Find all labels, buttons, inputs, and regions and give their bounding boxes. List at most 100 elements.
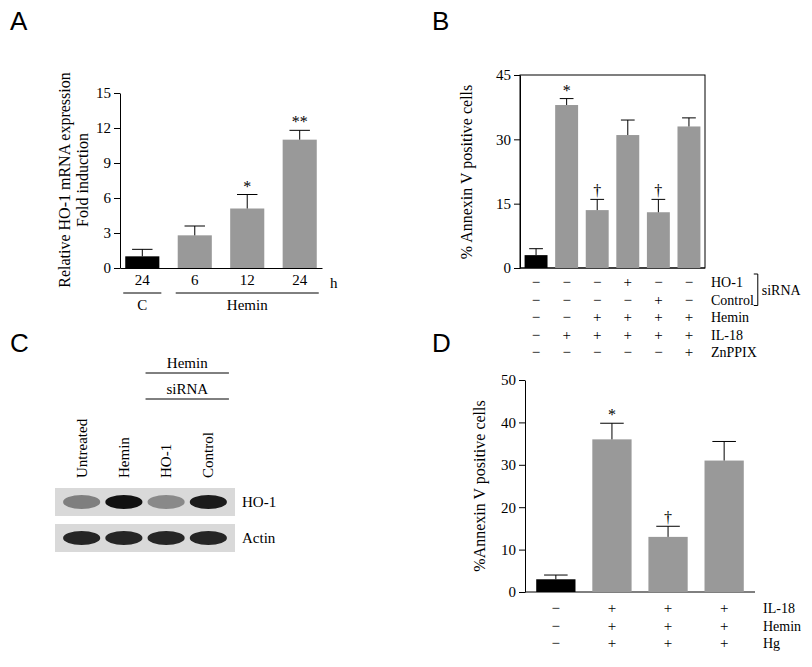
error-bar bbox=[682, 118, 696, 127]
significance-mark: † bbox=[593, 182, 601, 199]
lane-group-line bbox=[146, 373, 229, 374]
condition-sign: − bbox=[562, 292, 570, 308]
error-bar-cap bbox=[185, 226, 205, 227]
y-tick-label: 10 bbox=[501, 542, 516, 558]
y-tick-mark bbox=[114, 233, 120, 234]
y-tick-label: 50 bbox=[501, 372, 516, 388]
condition-sign: − bbox=[685, 292, 693, 308]
y-axis: 0 3 6 9 12 15 bbox=[96, 85, 121, 276]
condition-sign: − bbox=[552, 618, 560, 634]
error-bar-stem bbox=[142, 249, 143, 256]
error-bar-cap bbox=[132, 249, 152, 250]
y-tick-mark bbox=[514, 139, 520, 140]
y-axis-line bbox=[120, 94, 121, 269]
blot-band bbox=[148, 531, 185, 545]
y-tick-label: 15 bbox=[496, 196, 511, 212]
x-axis-line bbox=[121, 268, 323, 269]
condition-label: IL-18 bbox=[763, 601, 795, 616]
y-tick-label: 3 bbox=[104, 225, 112, 241]
condition-sign: − bbox=[532, 292, 540, 308]
panel-label: C bbox=[10, 328, 29, 358]
group-line bbox=[176, 293, 319, 294]
condition-sign: + bbox=[685, 344, 693, 360]
condition-sign: + bbox=[720, 635, 728, 651]
significance-mark: * bbox=[608, 406, 616, 423]
condition-sign: − bbox=[685, 274, 693, 290]
error-bar-stem bbox=[566, 99, 567, 105]
y-tick-label: 12 bbox=[96, 120, 111, 136]
condition-sign: − bbox=[532, 309, 540, 325]
condition-sign: + bbox=[720, 618, 728, 634]
y-axis-title: Fold induction bbox=[74, 133, 91, 227]
error-bar-cap bbox=[682, 117, 696, 118]
condition-sign: + bbox=[562, 327, 570, 343]
error-bar-cap bbox=[621, 120, 635, 121]
x-tick: 6 bbox=[191, 268, 199, 288]
error-bar-stem bbox=[536, 249, 537, 255]
error-bar-stem bbox=[627, 120, 628, 135]
error-bar bbox=[656, 526, 680, 537]
y-axis: 01020304050 bbox=[501, 372, 526, 600]
y-tick-label: 0 bbox=[504, 260, 512, 276]
significance-mark: † bbox=[664, 509, 672, 526]
y-tick: 20 bbox=[501, 500, 525, 516]
error-bar-stem bbox=[247, 195, 248, 209]
error-bar bbox=[237, 195, 257, 209]
y-tick: 12 bbox=[96, 120, 120, 136]
y-tick: 0 bbox=[509, 584, 526, 600]
condition-sign: − bbox=[562, 309, 570, 325]
error-bar-cap bbox=[529, 248, 543, 249]
y-tick-label: 6 bbox=[104, 190, 112, 206]
lane-group-line bbox=[146, 399, 229, 400]
y-tick-label: 9 bbox=[104, 155, 112, 171]
y-tick-label: 15 bbox=[96, 85, 111, 101]
condition-sign: − bbox=[593, 274, 601, 290]
error-bar bbox=[529, 249, 543, 255]
blot-band bbox=[63, 531, 100, 545]
lane-group-label: Hemin bbox=[167, 355, 208, 371]
condition-sign: + bbox=[593, 309, 601, 325]
lane-label: Hemin bbox=[116, 437, 132, 478]
panel: D01020304050*†%Annexin V positive cells−… bbox=[432, 328, 801, 651]
condition-sign: + bbox=[654, 292, 662, 308]
condition-sign: + bbox=[685, 309, 693, 325]
error-bar bbox=[621, 120, 635, 135]
y-tick: 9 bbox=[104, 155, 121, 171]
error-bar-stem bbox=[658, 199, 659, 212]
y-tick: 0 bbox=[104, 260, 121, 276]
x-tick-label: 12 bbox=[240, 272, 255, 288]
blot-panel: CUntreatedHeminHO-1ControlHeminsiRNAHO-1… bbox=[10, 328, 276, 552]
error-bar bbox=[289, 130, 309, 139]
y-tick-mark bbox=[114, 198, 120, 199]
x-axis: 24 6 12 24 bbox=[121, 268, 323, 288]
y-axis-line bbox=[525, 381, 526, 593]
condition-sign: + bbox=[624, 274, 632, 290]
error-bar-stem bbox=[668, 526, 669, 537]
condition-sign: + bbox=[664, 600, 672, 616]
condition-label: Hemin bbox=[711, 310, 749, 325]
x-tick: 24 bbox=[292, 268, 308, 288]
error-bar bbox=[600, 423, 624, 439]
x-tick: 24 bbox=[135, 268, 151, 288]
y-tick-label: 20 bbox=[501, 500, 516, 516]
y-tick: 50 bbox=[501, 372, 525, 388]
bar bbox=[648, 537, 687, 592]
x-tick: 12 bbox=[240, 268, 255, 288]
group-label: Hemin bbox=[227, 297, 268, 313]
bars bbox=[125, 130, 317, 268]
condition-label: Control bbox=[711, 293, 754, 308]
blot-band bbox=[105, 531, 142, 545]
blot-row-label: Actin bbox=[242, 530, 276, 546]
panel: B0153045*††% Annexin V positive cells−−−… bbox=[432, 6, 802, 360]
error-bar bbox=[560, 99, 574, 105]
y-tick-mark bbox=[519, 422, 525, 423]
bar bbox=[586, 210, 609, 268]
condition-sign: − bbox=[624, 344, 632, 360]
bar bbox=[230, 209, 264, 269]
blot-band bbox=[190, 495, 227, 509]
condition-label: IL-18 bbox=[711, 328, 743, 343]
blot-row-label: HO-1 bbox=[242, 494, 276, 510]
y-tick-mark bbox=[114, 93, 120, 94]
y-axis-title: %Annexin V positive cells bbox=[471, 400, 489, 571]
lane-label: Control bbox=[200, 432, 216, 478]
